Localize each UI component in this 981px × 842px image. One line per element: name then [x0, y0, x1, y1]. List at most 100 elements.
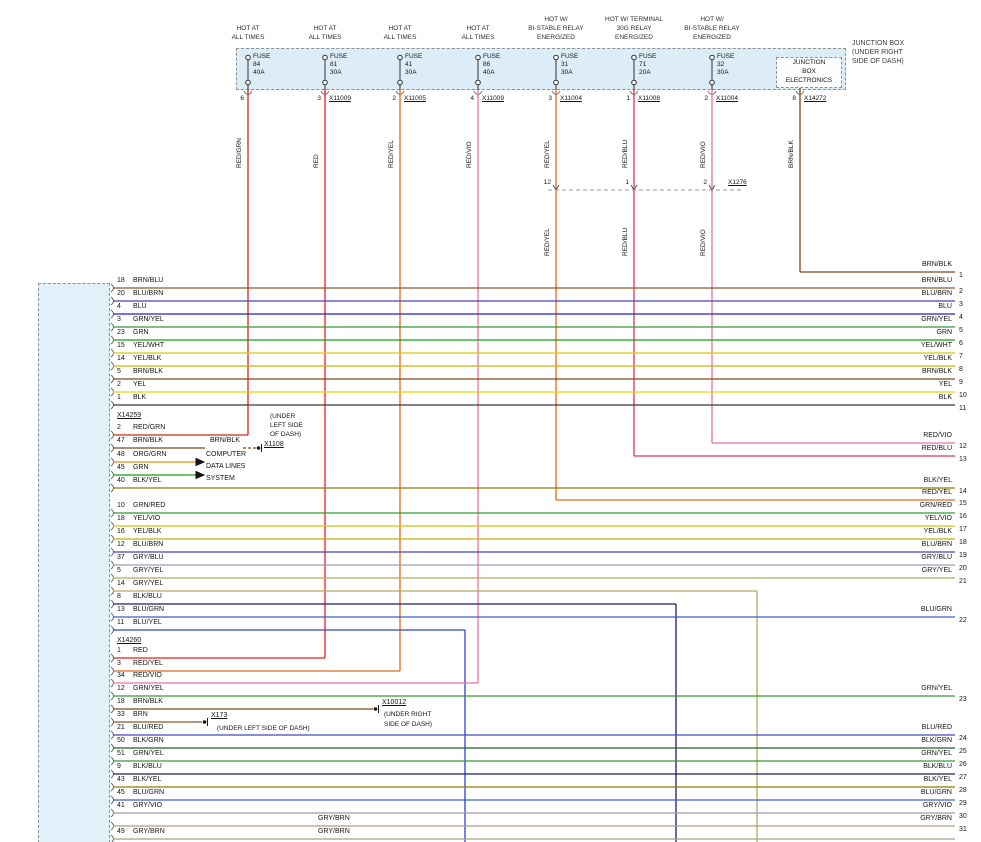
connector-id[interactable]: X11004: [560, 95, 582, 102]
wire-code-label: BLU/RED: [133, 724, 164, 731]
right-pin-number: 22: [959, 617, 967, 624]
right-pin-number: 31: [959, 826, 967, 833]
fuse-terminal: [709, 54, 715, 61]
feed-header-line: HOT AT: [466, 25, 490, 32]
right-pin-number: 9: [959, 379, 963, 386]
wire-code-label: BLU/RED: [921, 724, 952, 731]
right-pin-number: 11: [959, 405, 967, 412]
wire-code-label: BLK/YEL: [133, 776, 162, 783]
pin-number: 21: [117, 724, 125, 731]
feed-pin-number: 1: [626, 95, 630, 102]
connector-id[interactable]: X1108: [264, 441, 284, 448]
wire-code-label: RED/VIO: [923, 432, 952, 439]
wire-code-label: YEL/WHT: [920, 342, 952, 349]
wire-code-label: BRN/BLK: [210, 437, 240, 444]
right-pin-number: 16: [959, 513, 967, 520]
fuse-name: FUSE: [405, 53, 423, 60]
wire-code-label: BLK/YEL: [923, 776, 952, 783]
wire-code-label: RED/VIO: [700, 141, 707, 168]
feed-header: HOT W/ TERMINAL 30G RELAY ENERGIZED: [579, 15, 689, 42]
right-pin-number: 5: [959, 327, 963, 334]
connector-id[interactable]: X1276: [728, 179, 747, 186]
wire-code-label: YEL/BLK: [923, 528, 952, 535]
connector-id[interactable]: X10012: [382, 699, 407, 706]
fuse-terminal: [553, 79, 559, 86]
wire-code-label: BLU/BRN: [133, 541, 164, 548]
fuse-number: 71: [639, 61, 647, 68]
fuse-name: FUSE: [253, 53, 271, 60]
wire-code-label: BLK/GRN: [133, 737, 164, 744]
pin-number: 1: [117, 394, 121, 401]
pin-number: 10: [117, 502, 125, 509]
wire-code-label: YEL/BLK: [923, 355, 952, 362]
wire-code-label: GRN/YEL: [921, 685, 952, 692]
fuse-name: FUSE: [639, 53, 657, 60]
feed-header-line: ALL TIMES: [383, 34, 417, 41]
feed-header-line: ALL TIMES: [231, 34, 265, 41]
pin-number: 2: [117, 424, 121, 431]
feed-header: HOT AT ALL TIMES: [423, 24, 533, 42]
wire-code-label: RED/GRN: [133, 424, 166, 431]
wire-code-label: GRY/VIO: [922, 802, 952, 809]
right-pin-number: 25: [959, 748, 967, 755]
pin-number: 18: [117, 698, 125, 705]
component-connector-block: [38, 283, 110, 842]
wire-code-label: GRY/YEL: [133, 567, 164, 574]
wire-code-label: RED/YEL: [922, 489, 952, 496]
right-pin-number: 21: [959, 578, 967, 585]
right-pin-number: 10: [959, 392, 967, 399]
right-pin-number: 6: [959, 340, 963, 347]
feed-header: HOT AT ALL TIMES: [193, 24, 303, 42]
connector-id[interactable]: X11008: [638, 95, 660, 102]
pin-number: 12: [117, 541, 125, 548]
connector-id[interactable]: X11009: [482, 95, 504, 102]
wire-code-label: BLU/GRN: [920, 789, 952, 796]
wire-code-label: RED/BLU: [921, 445, 952, 452]
wire-code-label: ORG/GRN: [133, 451, 167, 458]
wire-code-label: GRY/BRN: [133, 828, 165, 835]
wire-code-label: RED/YEL: [388, 140, 395, 168]
wire-code-label: RED/YEL: [544, 228, 551, 256]
feed-pin-number: 3: [317, 95, 321, 102]
data-line-arrow: [195, 457, 206, 467]
fuse-terminal: [322, 79, 328, 86]
fuse-terminal: [475, 54, 481, 61]
connector-id[interactable]: X11005: [404, 95, 426, 102]
pin-number: 16: [117, 528, 125, 535]
pin-number: 33: [117, 711, 125, 718]
right-pin-number: 27: [959, 774, 967, 781]
junction-box-electronics-label: BOX: [802, 68, 816, 75]
right-pin-number: 18: [959, 539, 967, 546]
wire-code-label: BRN/BLK: [922, 261, 952, 268]
wire-code-label: BLU: [938, 303, 952, 310]
wire-code-label: BRN/BLK: [922, 368, 952, 375]
fuse-number: 86: [483, 61, 491, 68]
connector-id[interactable]: X14260: [117, 637, 142, 644]
feed-pin-number: 2: [392, 95, 396, 102]
fuse-terminal: [245, 54, 251, 61]
connector-id[interactable]: X11004: [716, 95, 738, 102]
wire-code-label: BLK/YEL: [133, 477, 162, 484]
pin-number: 14: [117, 355, 125, 362]
feed-header-line: HOT W/ TERMINAL: [605, 16, 663, 23]
connector-id[interactable]: X173: [211, 712, 228, 719]
connector-id[interactable]: X14272: [804, 95, 827, 102]
wire-code-label: GRN: [133, 329, 149, 336]
pin-number: 48: [117, 451, 125, 458]
connector-id[interactable]: X14259: [117, 412, 142, 419]
right-pin-number: 7: [959, 353, 963, 360]
wire-code-label: BLK/YEL: [923, 477, 952, 484]
wire-code-label: BRN: [133, 711, 148, 718]
wire-code-label: BRN/BLU: [921, 277, 952, 284]
wire-code-label: BLK/BLU: [133, 593, 162, 600]
wire-code-label: GRN: [936, 329, 952, 336]
pin-number: 4: [117, 303, 121, 310]
wire-code-label: BLK: [133, 394, 147, 401]
right-pin-number: 19: [959, 552, 967, 559]
wire-code-label: RED: [133, 647, 148, 654]
connector-id[interactable]: X11009: [329, 95, 351, 102]
feed-header-line: ALL TIMES: [308, 34, 342, 41]
system-note: COMPUTER: [206, 451, 247, 458]
feed-header-line: ENERGIZED: [693, 34, 731, 41]
